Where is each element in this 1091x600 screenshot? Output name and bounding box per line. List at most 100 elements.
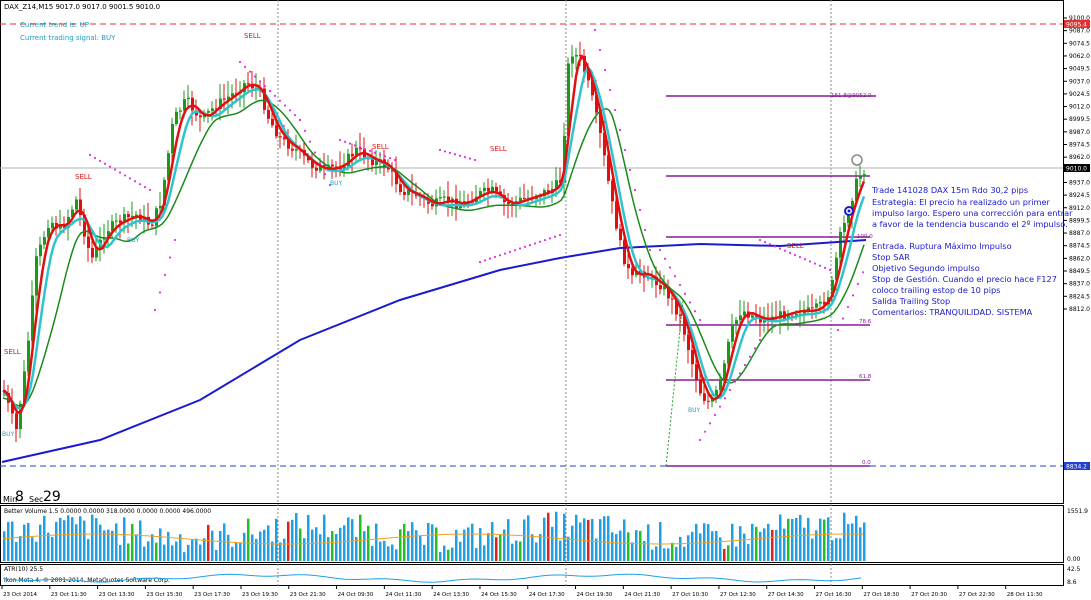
volume-bar <box>75 524 78 561</box>
candle-body <box>711 398 714 402</box>
sar-dot <box>683 292 687 295</box>
symbol-header: DAX_Z14,M15 9017.0 9017.0 9001.5 9010.0 <box>4 3 160 11</box>
sar-dot <box>648 248 652 252</box>
volume-bar <box>355 536 358 561</box>
candle-body <box>343 166 346 170</box>
volume-bar <box>71 517 74 561</box>
volume-bar <box>419 536 422 561</box>
sar-dot <box>298 118 302 122</box>
candle-body <box>11 402 14 414</box>
sar-dot <box>818 264 822 267</box>
volume-bar <box>199 544 202 561</box>
candle-body <box>143 216 146 222</box>
candle-body <box>79 199 82 216</box>
candle-body <box>791 315 794 317</box>
sar-dot <box>278 99 282 102</box>
volume-bar <box>499 534 502 561</box>
buy-signal-label: BUY <box>688 407 701 414</box>
candle-body <box>43 237 46 245</box>
volume-header: Better Volume 1.5 0.0000 0.0000 318.0000… <box>4 508 211 515</box>
candle-body <box>491 186 494 192</box>
exit-marker-icon[interactable] <box>851 154 863 166</box>
price-tick-label: 8937.0 <box>1069 179 1090 186</box>
volume-bar <box>767 523 770 561</box>
fibo-label-100: 100.0 <box>857 234 873 240</box>
volume-bar <box>339 527 342 561</box>
sar-dot <box>328 183 332 187</box>
volume-bar <box>591 518 594 561</box>
volume-bar <box>723 548 726 561</box>
sar-dot <box>118 171 122 174</box>
candle-body <box>635 270 638 276</box>
volume-bar <box>375 523 378 561</box>
candle-body <box>823 301 826 305</box>
volume-bar <box>423 544 426 561</box>
volume-bar <box>735 546 738 561</box>
sar-dot <box>698 438 702 442</box>
sar-dot <box>533 242 537 245</box>
volume-bar <box>535 542 538 561</box>
volume-bar <box>207 524 210 561</box>
volume-bar <box>523 519 526 561</box>
candle-body <box>691 350 694 365</box>
candle-body <box>727 341 730 364</box>
volume-bars <box>3 511 866 561</box>
volume-bar <box>347 517 350 561</box>
volume-tick-bottom: 0.00 <box>1067 556 1081 563</box>
volume-bar <box>611 532 614 561</box>
volume-bar <box>179 534 182 561</box>
candle-body <box>323 165 326 167</box>
atr-line <box>2 573 862 583</box>
price-tick-label: 9012.0 <box>1069 104 1090 111</box>
candle-body <box>71 209 74 218</box>
sar-dot <box>633 188 637 192</box>
candle-body <box>527 197 530 199</box>
volume-bar <box>839 538 842 561</box>
sar-dot <box>448 151 452 154</box>
ma-long-line <box>1 239 867 463</box>
candle-body <box>679 314 682 317</box>
time-tick-label: 23 Oct 17:30 <box>194 592 230 598</box>
candle-body <box>95 247 98 258</box>
candle-body <box>107 231 110 239</box>
sar-dot <box>828 268 832 272</box>
annotation-rule-line: Salida Trailing Stop <box>872 296 950 306</box>
candle-body <box>695 364 698 381</box>
volume-bar <box>539 534 542 561</box>
volume-bar <box>671 542 674 561</box>
volume-bar <box>271 541 274 561</box>
volume-bar <box>703 523 706 561</box>
volume-bar <box>323 514 326 561</box>
volume-bar <box>443 545 446 561</box>
sar-dot <box>543 238 547 242</box>
price-tick-label: 8862.0 <box>1069 255 1090 262</box>
volume-bar <box>403 524 406 561</box>
volume-bar <box>239 542 242 561</box>
volume-bar <box>743 533 746 561</box>
time-tick-label: 28 Oct 11:30 <box>1007 592 1043 598</box>
candle-body <box>575 54 578 57</box>
volume-bar <box>411 522 414 561</box>
volume-bar <box>31 537 34 561</box>
volume-bar <box>143 546 146 561</box>
volume-bar <box>463 529 466 561</box>
annotation-rule-line: Objetivo Segundo impulso <box>872 263 980 273</box>
volume-bar <box>783 528 786 561</box>
candle-body <box>139 214 142 222</box>
sar-dot <box>508 250 512 253</box>
sar-dot <box>688 301 692 304</box>
volume-bar <box>643 540 646 561</box>
volume-bar <box>155 542 158 561</box>
volume-bar <box>599 519 602 561</box>
volume-bar <box>619 530 622 561</box>
volume-bar <box>79 516 82 561</box>
candle-body <box>227 96 230 100</box>
volume-bar <box>151 534 154 561</box>
buy-signal-label: BUY <box>330 180 343 187</box>
candle-body <box>59 224 62 229</box>
volume-bar <box>551 526 554 561</box>
candle-body <box>663 286 666 290</box>
volume-bar <box>371 545 374 561</box>
time-tick-label: 23 Oct 2014 <box>3 592 38 598</box>
